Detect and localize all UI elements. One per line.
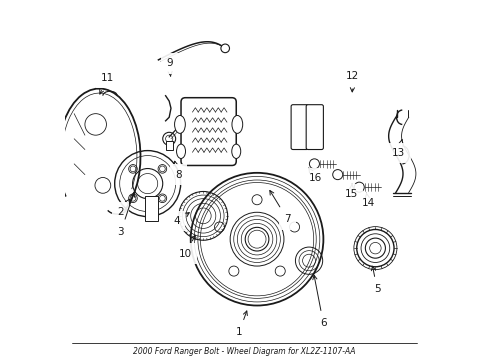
Text: 7: 7 bbox=[269, 190, 290, 224]
Circle shape bbox=[130, 166, 136, 172]
Bar bbox=[165, 140, 172, 149]
Text: 1: 1 bbox=[235, 311, 247, 337]
FancyBboxPatch shape bbox=[181, 98, 236, 166]
Circle shape bbox=[309, 159, 319, 169]
Circle shape bbox=[163, 132, 175, 145]
Text: 6: 6 bbox=[312, 275, 326, 328]
Circle shape bbox=[332, 170, 342, 180]
Ellipse shape bbox=[174, 116, 185, 134]
Circle shape bbox=[159, 195, 165, 201]
Ellipse shape bbox=[176, 144, 185, 158]
Text: 13: 13 bbox=[391, 140, 405, 158]
Text: 16: 16 bbox=[308, 168, 322, 183]
Text: 10: 10 bbox=[179, 235, 195, 258]
Text: 4: 4 bbox=[173, 213, 189, 226]
Circle shape bbox=[190, 173, 323, 306]
Ellipse shape bbox=[231, 144, 240, 158]
Ellipse shape bbox=[231, 116, 242, 134]
Circle shape bbox=[207, 115, 216, 124]
Text: 14: 14 bbox=[361, 193, 374, 208]
Text: 5: 5 bbox=[370, 266, 380, 294]
Text: 15: 15 bbox=[344, 184, 357, 199]
Text: 2000 Ford Ranger Bolt - Wheel Diagram for XL2Z-1107-AA: 2000 Ford Ranger Bolt - Wheel Diagram fo… bbox=[133, 347, 355, 356]
Text: 8: 8 bbox=[173, 161, 181, 180]
Circle shape bbox=[115, 150, 180, 217]
Circle shape bbox=[356, 229, 393, 267]
Circle shape bbox=[159, 166, 165, 172]
FancyBboxPatch shape bbox=[290, 105, 308, 149]
Text: 2: 2 bbox=[117, 199, 129, 217]
Bar bbox=[144, 196, 158, 221]
Text: 11: 11 bbox=[100, 73, 114, 94]
Circle shape bbox=[130, 195, 136, 201]
Text: 12: 12 bbox=[346, 71, 359, 92]
Text: 9: 9 bbox=[165, 58, 172, 76]
Circle shape bbox=[353, 182, 364, 192]
FancyBboxPatch shape bbox=[305, 105, 323, 149]
Circle shape bbox=[221, 44, 229, 53]
Text: 3: 3 bbox=[117, 193, 134, 237]
